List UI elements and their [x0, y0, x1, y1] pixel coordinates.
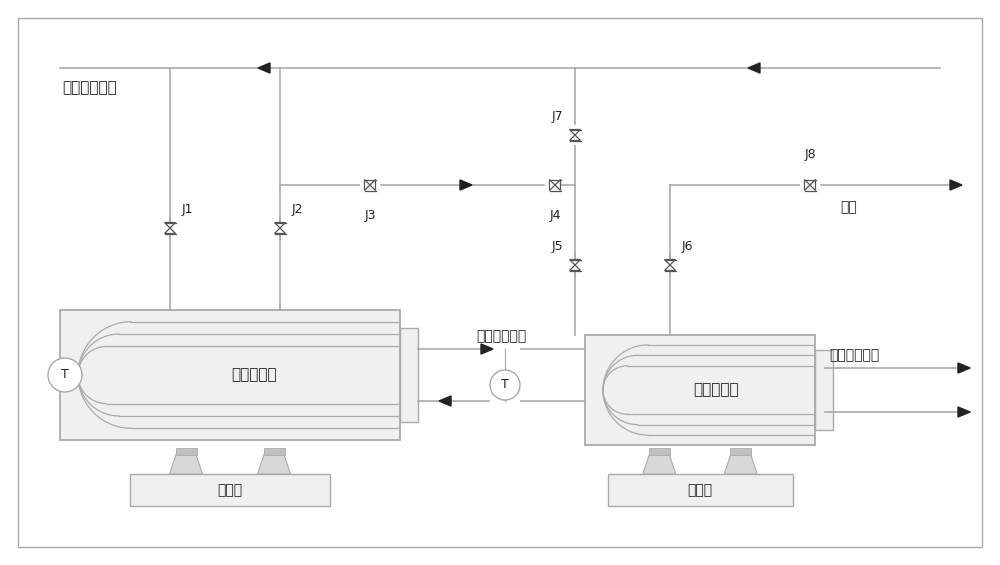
Polygon shape [748, 63, 760, 73]
Polygon shape [258, 63, 270, 73]
Text: 电子称: 电子称 [217, 483, 243, 497]
Bar [130, 474, 330, 506]
Polygon shape [258, 450, 290, 474]
Bar [815, 350, 833, 429]
Text: J7: J7 [551, 110, 563, 123]
Polygon shape [570, 259, 580, 265]
Bar [585, 335, 815, 445]
Text: T: T [61, 368, 69, 381]
Polygon shape [460, 180, 472, 190]
Polygon shape [370, 180, 376, 190]
Bar [400, 328, 418, 422]
Polygon shape [550, 180, 555, 190]
Text: J2: J2 [292, 203, 304, 216]
Polygon shape [958, 363, 970, 373]
Circle shape [48, 358, 82, 392]
Text: J6: J6 [682, 240, 694, 253]
Polygon shape [664, 259, 676, 265]
Polygon shape [274, 223, 286, 228]
Polygon shape [950, 180, 962, 190]
Polygon shape [274, 228, 286, 233]
Bar [60, 310, 400, 440]
Bar [176, 448, 196, 455]
Polygon shape [958, 407, 970, 417]
Bar [730, 448, 751, 455]
Polygon shape [555, 180, 560, 190]
Polygon shape [164, 223, 176, 228]
Polygon shape [724, 450, 757, 474]
Polygon shape [439, 396, 451, 406]
Polygon shape [570, 135, 580, 141]
Text: J3: J3 [364, 209, 376, 222]
Text: 冷却加热介质: 冷却加热介质 [829, 348, 879, 362]
Text: 三级冷凝器: 三级冷凝器 [693, 383, 739, 398]
Text: 去一级冷凝器: 去一级冷凝器 [62, 80, 117, 95]
Polygon shape [164, 228, 176, 233]
Text: 电子称: 电子称 [687, 483, 713, 497]
Circle shape [490, 370, 520, 400]
Text: 尾气: 尾气 [840, 200, 857, 214]
Bar [264, 448, 285, 455]
Polygon shape [570, 265, 580, 271]
Polygon shape [170, 450, 202, 474]
Polygon shape [570, 129, 580, 135]
Text: T: T [501, 379, 509, 392]
Bar [649, 448, 670, 455]
Polygon shape [364, 180, 370, 190]
Text: J8: J8 [804, 148, 816, 161]
Polygon shape [804, 180, 810, 190]
Text: 冷却加热介质: 冷却加热介质 [476, 329, 526, 343]
Polygon shape [810, 180, 816, 190]
Text: J5: J5 [551, 240, 563, 253]
Polygon shape [664, 265, 676, 271]
Polygon shape [481, 344, 493, 354]
Text: 二级冷凝器: 二级冷凝器 [231, 367, 277, 383]
Text: J1: J1 [182, 203, 194, 216]
Bar [608, 474, 792, 506]
Text: J4: J4 [549, 209, 561, 222]
Polygon shape [643, 450, 676, 474]
